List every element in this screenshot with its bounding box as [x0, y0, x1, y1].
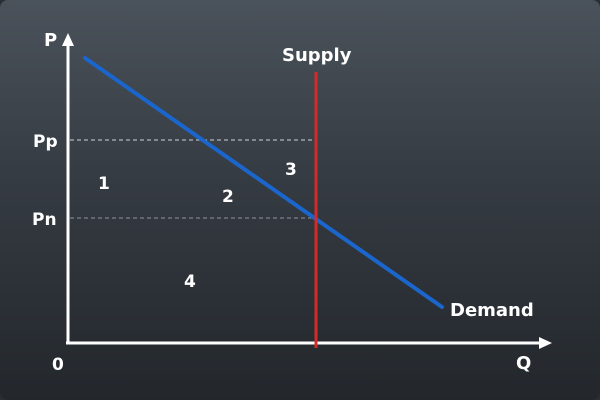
pn-label: Pn: [32, 210, 57, 230]
origin-label: 0: [52, 355, 64, 375]
supply-label: Supply: [282, 45, 352, 66]
x-axis-label: Q: [516, 353, 531, 374]
demand-curve: [83, 56, 444, 309]
region-2-label: 2: [222, 187, 234, 207]
demand-label: Demand: [450, 300, 534, 321]
y-axis-label: P: [44, 30, 57, 51]
pp-label: Pp: [33, 132, 58, 152]
region-1-label: 1: [98, 174, 110, 194]
region-3-label: 3: [285, 160, 297, 180]
x-axis-arrowhead: [539, 337, 552, 349]
y-axis-arrowhead: [62, 33, 74, 46]
region-4-label: 4: [184, 272, 196, 292]
